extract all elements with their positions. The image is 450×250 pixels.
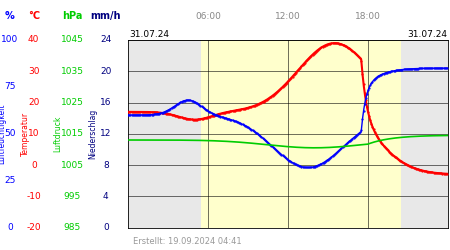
Text: -10: -10 [27,192,41,201]
Text: 40: 40 [28,36,40,44]
Text: 24: 24 [100,36,112,44]
Text: 75: 75 [4,82,16,91]
Text: 0: 0 [103,223,108,232]
Text: 06:00: 06:00 [195,12,221,21]
Text: 8: 8 [103,160,108,170]
Text: 20: 20 [28,98,40,107]
Text: 16: 16 [100,98,112,107]
Text: 1015: 1015 [60,129,84,138]
Text: 10: 10 [28,129,40,138]
Text: 20: 20 [100,67,112,76]
Text: °C: °C [28,11,40,21]
Text: 18:00: 18:00 [355,12,381,21]
Text: Niederschlag: Niederschlag [88,108,97,159]
Text: hPa: hPa [62,11,82,21]
Bar [401,40,448,228]
Text: 25: 25 [4,176,16,185]
Text: 31.07.24: 31.07.24 [129,30,169,39]
Text: 50: 50 [4,129,16,138]
Text: Luftfeuchtigkeit: Luftfeuchtigkeit [0,104,6,164]
Text: 995: 995 [63,192,81,201]
Text: Luftdruck: Luftdruck [53,116,62,152]
Text: 1005: 1005 [60,160,84,170]
Text: 0: 0 [7,223,13,232]
Text: 12:00: 12:00 [275,12,301,21]
Text: 0: 0 [31,160,36,170]
Text: 100: 100 [1,36,18,44]
Text: Erstellt: 19.09.2024 04:41: Erstellt: 19.09.2024 04:41 [133,236,241,246]
Text: -20: -20 [27,223,41,232]
Text: mm/h: mm/h [90,11,121,21]
Bar [202,40,401,228]
Text: 1045: 1045 [61,36,83,44]
Text: 12: 12 [100,129,112,138]
Text: 985: 985 [63,223,81,232]
Text: %: % [5,11,15,21]
Text: 30: 30 [28,67,40,76]
Text: Temperatur: Temperatur [21,112,30,156]
Text: 1025: 1025 [61,98,83,107]
Text: 31.07.24: 31.07.24 [407,30,447,39]
Text: 4: 4 [103,192,108,201]
Text: 1035: 1035 [60,67,84,76]
Bar [128,40,202,228]
